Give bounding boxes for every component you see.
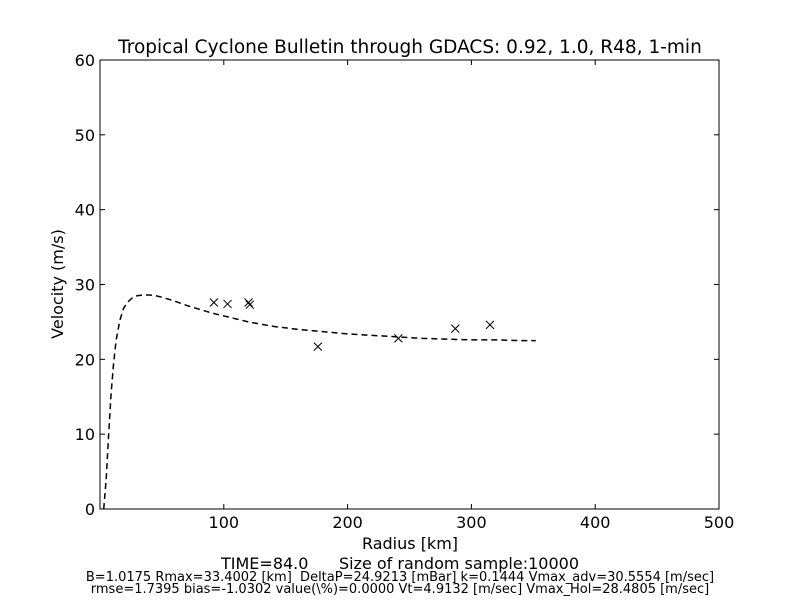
x-tick-label: 300 [456,513,487,532]
observation-point [394,334,403,343]
model-profile-line [102,294,536,510]
series-layer [102,294,536,510]
y-tick-label: 40 [75,201,95,220]
observation-point [313,342,323,351]
footer-params-line: B=1.0175 Rmax=33.4002 [km] DeltaP=24.921… [85,570,715,585]
observation-point [245,300,255,310]
chart-title: Tropical Cyclone Bulletin through GDACS:… [117,37,702,58]
observation-point [223,299,232,309]
observation-point [209,298,219,307]
y-tick-label: 0 [85,500,95,519]
observation-point [244,298,253,307]
y-tick-label: 20 [75,350,95,369]
y-axis-label: Velocity (m/s) [48,229,67,339]
plot-frame [99,59,720,510]
x-tick-label: 100 [209,513,240,532]
footer-time-line: TIME=84.0 Size of random sample:10000 [221,554,579,573]
y-tick-label: 10 [75,425,95,444]
observation-point [485,320,495,330]
y-tick-label: 60 [75,51,95,70]
x-tick-label: 500 [704,513,735,532]
observation-point [450,324,460,334]
x-tick-label: 200 [332,513,363,532]
y-tick-label: 50 [75,126,95,145]
y-tick-label: 30 [75,276,95,295]
x-tick-label: 400 [580,513,611,532]
footer-stats-line: rmse=1.7395 bias=-1.0302 value(\%)=0.000… [90,582,710,597]
tick-group: 100 200 300 400 500 0 10 20 30 40 50 60 [75,51,735,532]
x-axis-label: Radius [km] [362,534,458,553]
